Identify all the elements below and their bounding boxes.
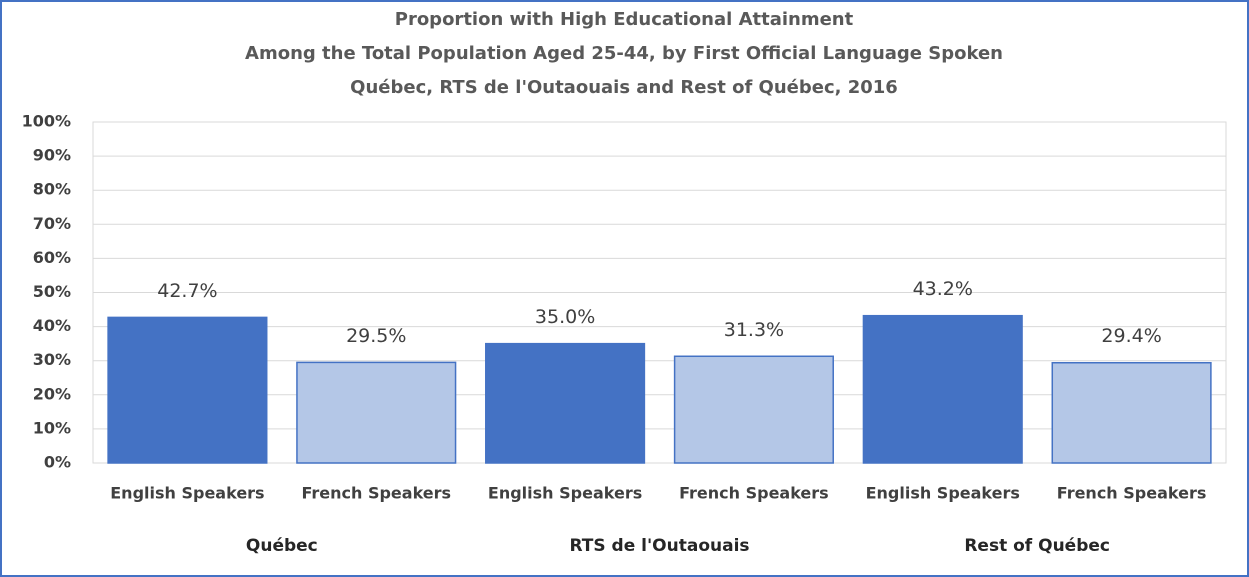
group-label: Rest of Québec [964, 536, 1110, 556]
y-tick-label: 20% [33, 384, 71, 403]
chart-title: Proportion with High Educational Attainm… [395, 9, 854, 30]
data-label: 29.4% [1101, 325, 1161, 347]
data-label: 42.7% [157, 280, 217, 302]
y-tick-label: 10% [33, 418, 71, 437]
x-tick-label: French Speakers [679, 484, 829, 503]
chart-title: Among the Total Population Aged 25-44, b… [245, 43, 1003, 64]
y-tick-label: 40% [33, 316, 71, 335]
bar [107, 316, 268, 464]
data-label: 31.3% [724, 319, 784, 341]
x-tick-label: French Speakers [301, 484, 451, 503]
chart-title: Québec, RTS de l'Outaouais and Rest of Q… [350, 77, 898, 98]
data-label: 29.5% [346, 325, 406, 347]
x-tick-label: English Speakers [866, 484, 1020, 503]
y-tick-label: 60% [33, 248, 71, 267]
bar [485, 342, 646, 464]
x-tick-label: French Speakers [1057, 484, 1207, 503]
bar [673, 355, 834, 464]
y-tick-label: 50% [33, 282, 71, 301]
group-label: Québec [246, 536, 318, 556]
data-label: 43.2% [913, 278, 973, 300]
data-label: 35.0% [535, 306, 595, 328]
y-tick-label: 90% [33, 146, 71, 165]
y-tick-label: 80% [33, 180, 71, 199]
y-tick-label: 70% [33, 214, 71, 233]
x-tick-label: English Speakers [488, 484, 642, 503]
group-label: RTS de l'Outaouais [569, 536, 749, 556]
bar [1051, 361, 1212, 464]
y-tick-label: 100% [22, 112, 71, 131]
y-tick-label: 0% [44, 453, 71, 472]
bar [296, 361, 457, 464]
y-tick-label: 30% [33, 350, 71, 369]
x-tick-label: English Speakers [110, 484, 264, 503]
bar [862, 314, 1023, 464]
